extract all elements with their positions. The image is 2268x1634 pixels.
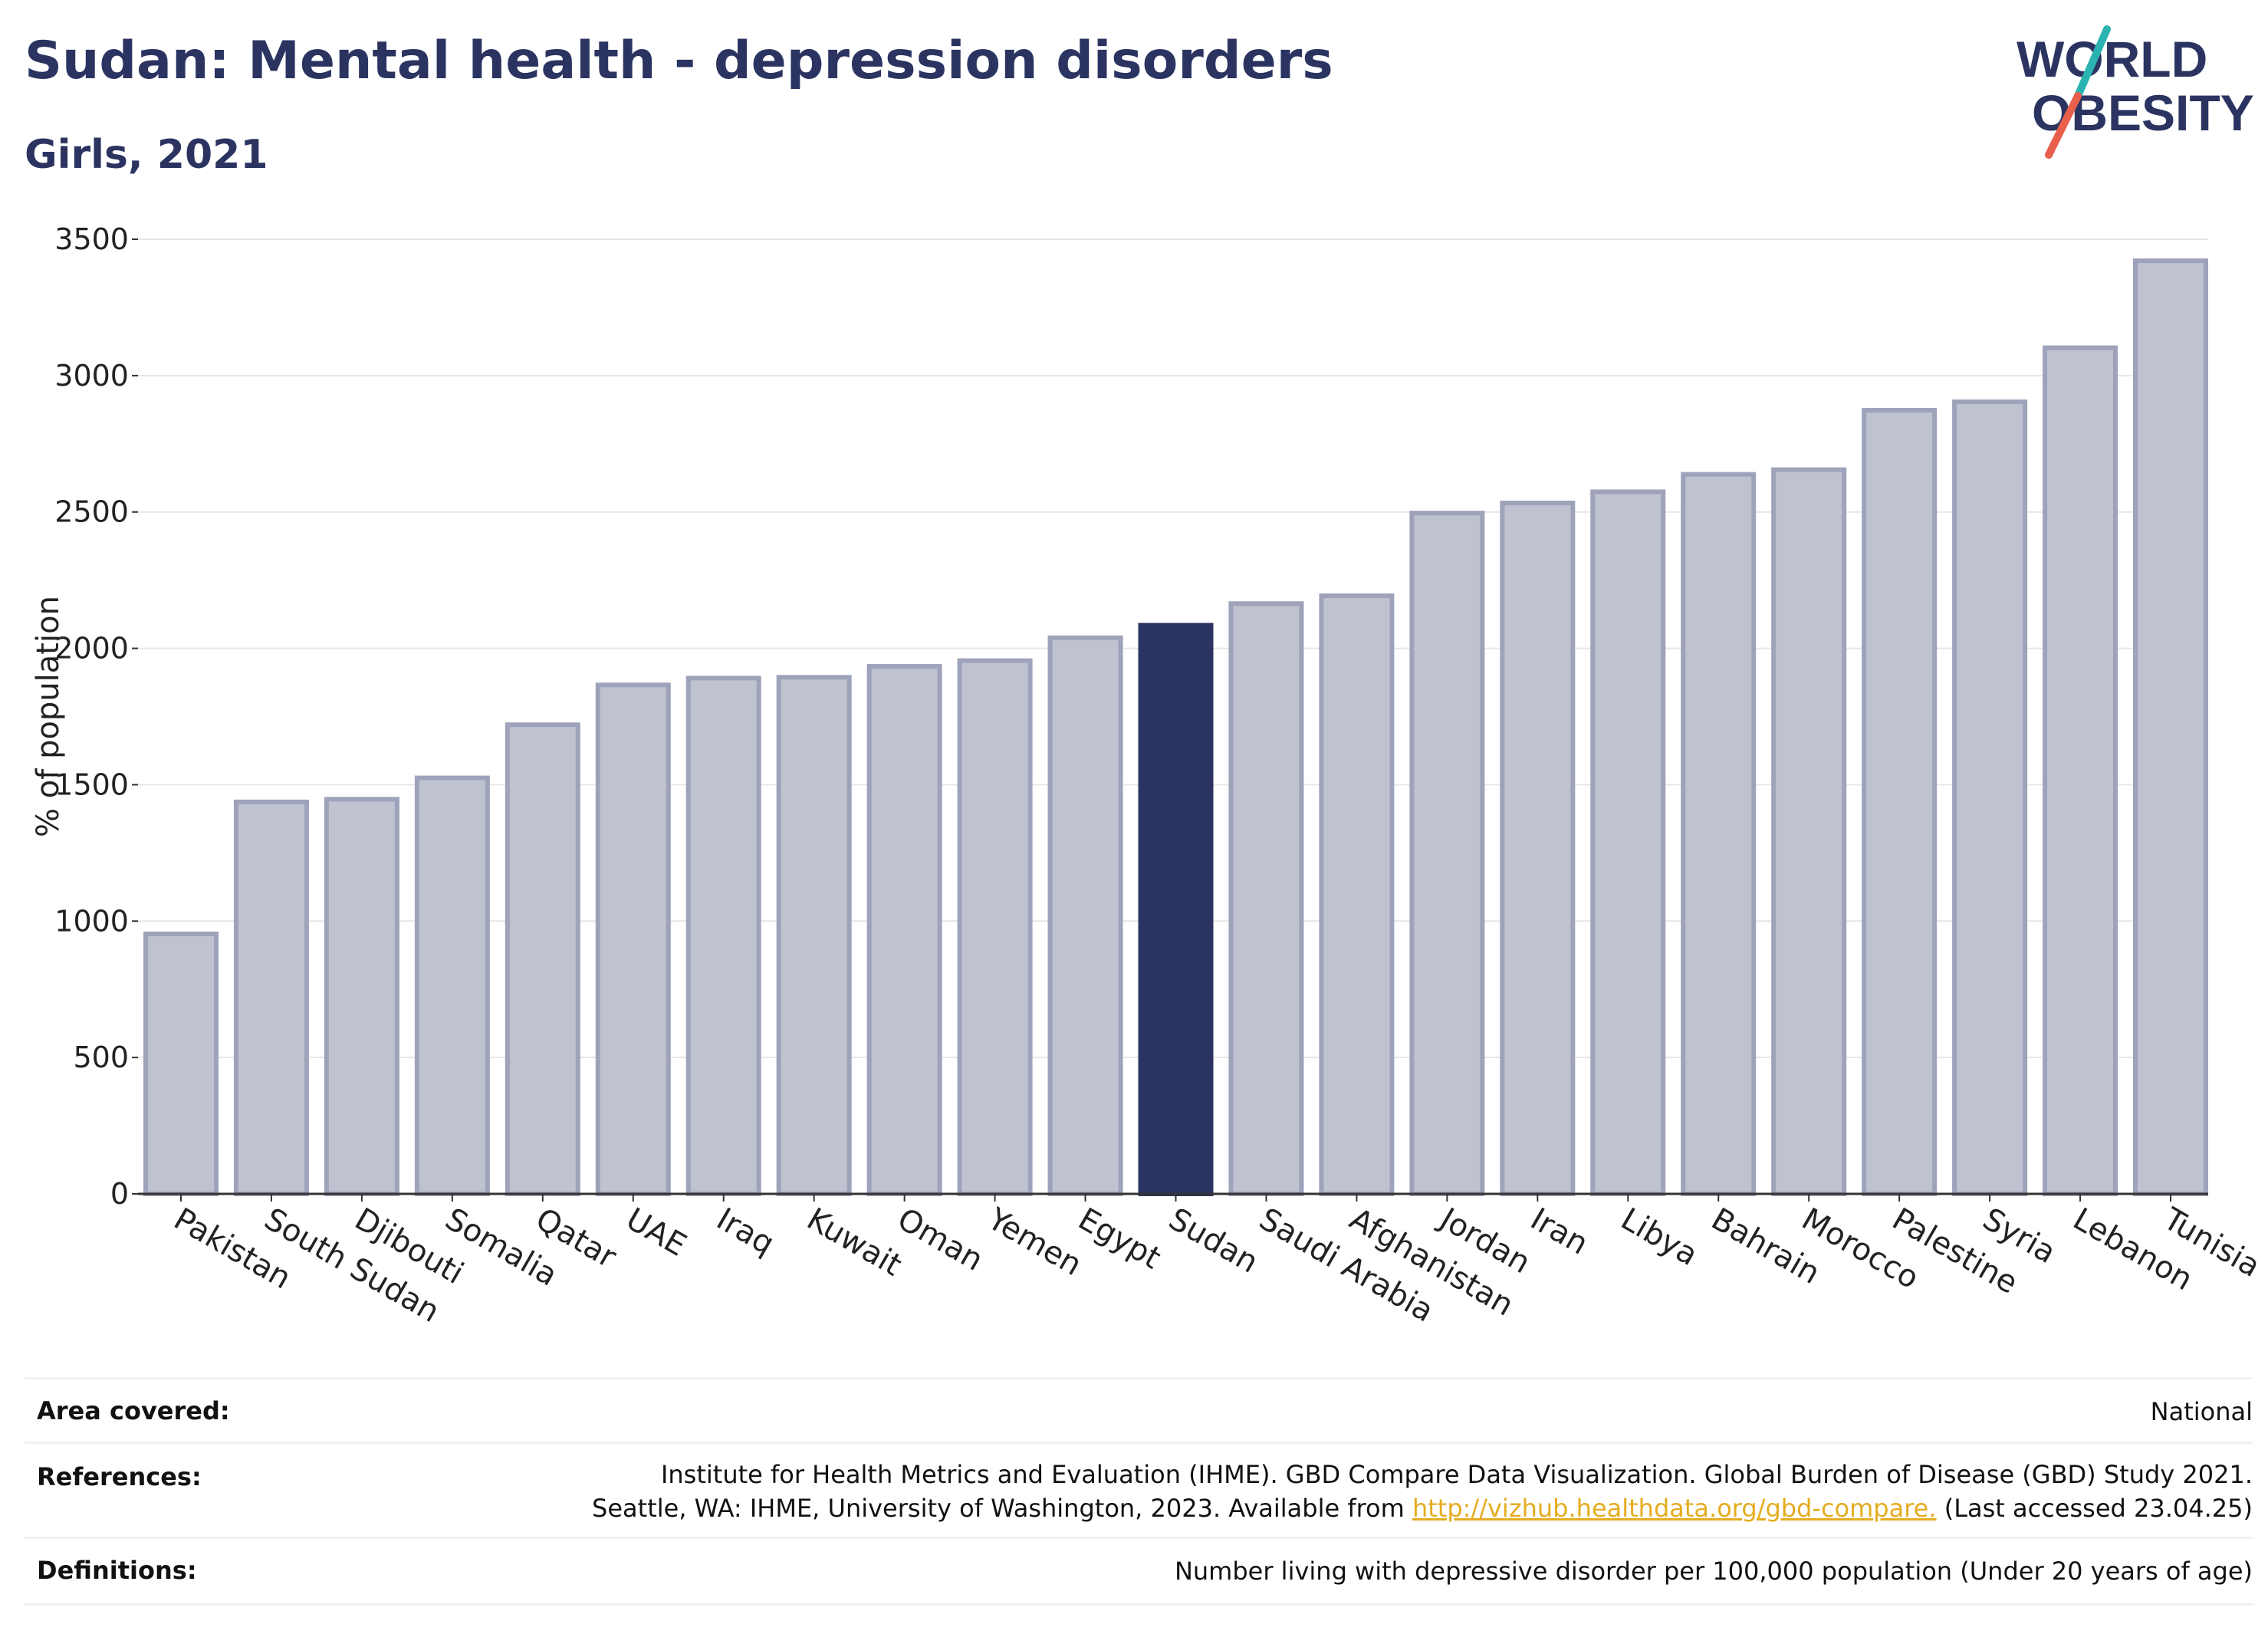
bar-saudi-arabia xyxy=(1228,601,1304,1196)
y-tick-label: 0 xyxy=(110,1177,129,1211)
references-line2-pre: Seattle, WA: IHME, University of Washing… xyxy=(592,1494,1412,1523)
bar-uae xyxy=(595,682,671,1196)
references-label: References: xyxy=(37,1462,202,1491)
x-tick-label: Yemen xyxy=(981,1201,1088,1283)
references-line1: Institute for Health Metrics and Evaluat… xyxy=(660,1460,2253,1489)
bar-lebanon xyxy=(2043,345,2118,1196)
bar-morocco xyxy=(1771,467,1847,1196)
x-tick-label: UAE xyxy=(620,1202,692,1264)
references-line2: Seattle, WA: IHME, University of Washing… xyxy=(592,1491,2253,1525)
x-tick-label: Egypt xyxy=(1073,1202,1167,1277)
y-axis-label: % of population xyxy=(31,596,66,837)
footer-row-area: Area covered: National xyxy=(25,1377,2253,1444)
y-tick-label: 500 xyxy=(73,1041,129,1074)
bar-egypt xyxy=(1047,635,1123,1196)
bar-sudan xyxy=(1138,623,1214,1196)
definitions-label: Definitions: xyxy=(37,1556,197,1585)
bar-djibouti xyxy=(324,797,399,1196)
bar-syria xyxy=(1952,399,2028,1196)
bar-qatar xyxy=(505,722,580,1196)
logo-slash-top xyxy=(2074,25,2111,100)
bar-yemen xyxy=(957,658,1033,1196)
bar-chart: 0 500 1000 1500 2000 2500 3000 3500 % of populat… xyxy=(31,222,2266,1330)
y-tick-label: 2500 xyxy=(54,495,129,529)
logo-slash-bottom xyxy=(2045,92,2082,159)
bar-iran xyxy=(1500,500,1576,1196)
y-tick-label: 3500 xyxy=(54,222,129,256)
chart-subtitle: Girls, 2021 xyxy=(25,132,268,178)
x-tick-label: Kuwait xyxy=(801,1202,908,1284)
bar-iraq xyxy=(685,676,761,1196)
chart-title: Sudan: Mental health - depression disord… xyxy=(25,31,1333,91)
y-tick-label: 1500 xyxy=(54,768,129,801)
references-link[interactable]: http://vizhub.healthdata.org/gbd-compare… xyxy=(1412,1494,1937,1523)
bar-oman xyxy=(866,664,942,1196)
y-tick-label: 1000 xyxy=(54,904,129,938)
bar-pakistan xyxy=(143,932,219,1196)
footer-row-references: References: Institute for Health Metrics… xyxy=(25,1442,2253,1539)
area-value: National xyxy=(2150,1397,2253,1426)
x-tick-label: Oman xyxy=(892,1202,989,1278)
bar-tunisia xyxy=(2132,258,2208,1196)
x-tick-label: Iraq xyxy=(711,1202,781,1262)
definitions-value: Number living with depressive disorder p… xyxy=(1174,1557,2253,1586)
references-line2-post: (Last accessed 23.04.25) xyxy=(1936,1494,2253,1523)
footer-row-definitions: Definitions: Number living with depressi… xyxy=(25,1537,2253,1606)
bar-afghanistan xyxy=(1319,593,1395,1196)
bar-libya xyxy=(1590,489,1666,1196)
bar-south-sudan xyxy=(233,799,309,1197)
bar-kuwait xyxy=(776,675,852,1196)
x-tick-label: Sudan xyxy=(1163,1202,1264,1281)
y-tick-label: 3000 xyxy=(54,359,129,393)
world-obesity-logo: WORLD OBESITY xyxy=(1994,23,2254,161)
bar-bahrain xyxy=(1681,472,1757,1196)
bar-palestine xyxy=(1862,408,1938,1196)
bar-jordan xyxy=(1409,511,1485,1196)
bar-somalia xyxy=(414,775,490,1196)
logo-line1: WORLD xyxy=(2017,31,2207,87)
y-tick-label: 2000 xyxy=(54,632,129,666)
area-label: Area covered: xyxy=(37,1396,230,1425)
references-value: Institute for Health Metrics and Evaluat… xyxy=(592,1458,2253,1525)
x-tick-label: Libya xyxy=(1615,1202,1704,1273)
world-obesity-logo-graphic: WORLD OBESITY xyxy=(2017,25,2254,159)
x-tick-label: Iran xyxy=(1524,1202,1594,1262)
